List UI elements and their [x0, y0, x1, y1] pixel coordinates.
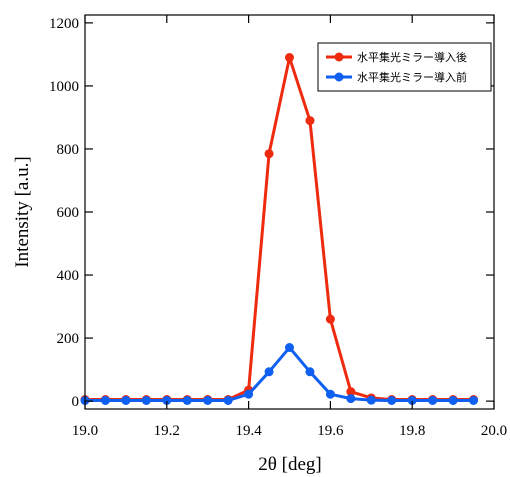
data-point-1-7 [223, 395, 233, 405]
data-point-1-1 [100, 395, 110, 405]
data-point-1-15 [387, 395, 397, 405]
y-tick-label: 800 [57, 142, 80, 158]
y-tick-label: 1200 [49, 16, 79, 32]
data-point-0-11 [305, 116, 315, 126]
legend-label-0: 水平集光ミラー導入後 [357, 50, 467, 64]
data-point-1-2 [121, 395, 131, 405]
y-tick-label: 0 [72, 394, 80, 410]
x-tick-label: 19.2 [154, 423, 180, 439]
data-point-1-13 [346, 394, 356, 404]
data-point-1-11 [305, 367, 315, 377]
x-axis-title: 2θ [deg] [258, 454, 321, 475]
y-tick-label: 1000 [49, 79, 79, 95]
y-tick-label: 400 [57, 268, 80, 284]
legend-box [317, 42, 492, 92]
legend-marker-1 [334, 72, 344, 82]
y-ticks [85, 22, 494, 402]
legend-marker-0 [334, 52, 344, 62]
series-line-0 [85, 56, 474, 402]
series-line-1 [85, 346, 474, 402]
legend-label-1: 水平集光ミラー導入前 [357, 70, 467, 84]
data-point-1-6 [203, 395, 213, 405]
x-tick-label: 19.6 [317, 423, 344, 439]
data-point-1-5 [182, 395, 192, 405]
x-ticks [84, 15, 495, 409]
data-point-0-9 [264, 149, 274, 159]
data-point-1-10 [285, 343, 294, 353]
legend: 水平集光ミラー導入後 水平集光ミラー導入前 [317, 42, 492, 92]
x-tick-label: 19.8 [399, 423, 425, 439]
data-point-1-4 [162, 395, 172, 405]
x-tick-label: 19.0 [72, 423, 98, 439]
data-point-1-12 [325, 389, 335, 399]
data-point-0-13 [346, 387, 356, 397]
data-point-1-19 [469, 395, 479, 405]
y-tick-labels: 0 200 400 600 800 1000 1200 [49, 16, 79, 410]
y-axis-title: Intensity [a.u.] [12, 156, 33, 267]
data-point-1-3 [141, 395, 151, 405]
y-tick-label: 200 [57, 331, 80, 347]
series-layer [80, 53, 479, 405]
x-tick-label: 20.0 [481, 423, 507, 439]
data-point-1-14 [366, 395, 376, 405]
x-tick-labels: 19.0 19.2 19.4 19.6 19.8 20.0 [72, 423, 507, 439]
data-point-0-12 [325, 314, 335, 324]
data-point-1-8 [244, 389, 254, 399]
data-point-1-9 [264, 367, 274, 377]
data-point-0-10 [285, 53, 294, 63]
data-point-1-17 [428, 395, 438, 405]
y-tick-label: 600 [57, 205, 80, 221]
data-point-1-16 [407, 395, 417, 405]
data-point-1-18 [448, 395, 458, 405]
x-tick-label: 19.4 [235, 423, 262, 439]
